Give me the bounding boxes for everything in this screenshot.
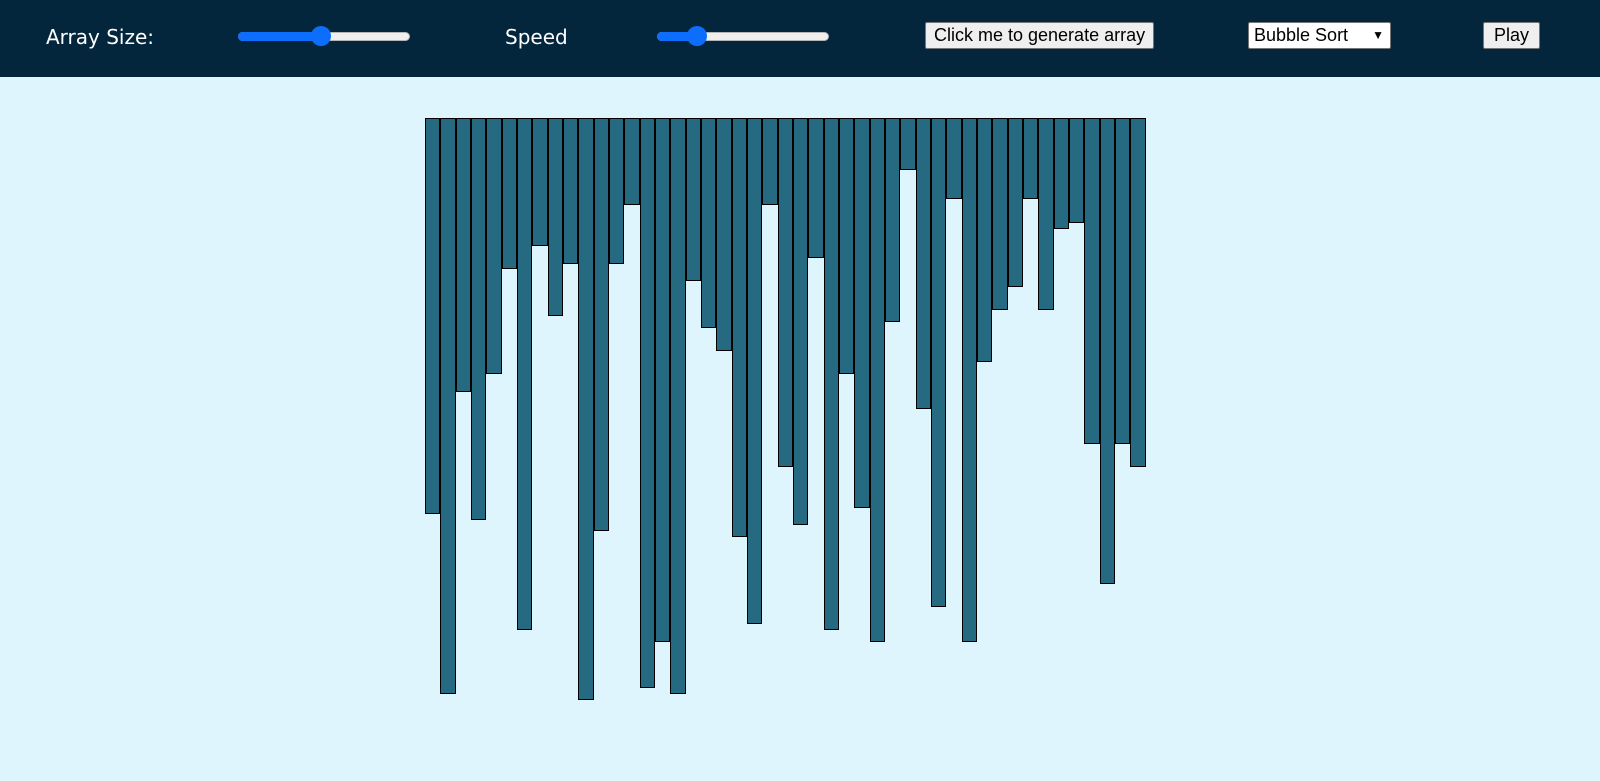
speed-slider-fill	[657, 32, 697, 41]
array-bar	[1022, 118, 1039, 199]
array-bar	[470, 118, 487, 520]
array-size-slider-thumb[interactable]	[311, 26, 331, 46]
array-size-label: Array Size:	[46, 25, 155, 49]
array-bar	[562, 118, 579, 264]
array-bar	[1068, 118, 1085, 223]
array-bar	[731, 118, 747, 537]
array-bar	[976, 118, 993, 362]
array-bar	[547, 118, 563, 316]
array-bar	[838, 118, 855, 374]
array-bar	[961, 118, 977, 642]
array-bar	[685, 118, 701, 281]
array-bar	[624, 118, 640, 205]
speed-slider-thumb[interactable]	[687, 26, 707, 46]
array-bar	[854, 118, 870, 508]
array-bar	[654, 118, 671, 642]
array-bar	[746, 118, 763, 624]
array-bar	[808, 118, 824, 258]
array-bar	[670, 118, 686, 694]
array-bar	[593, 118, 609, 531]
array-size-slider-fill	[238, 32, 321, 41]
algorithm-select-value: Bubble Sort	[1254, 25, 1349, 45]
array-bar	[823, 118, 839, 630]
array-bar	[1099, 118, 1115, 584]
generate-array-button[interactable]: Click me to generate array	[925, 22, 1155, 49]
array-bar	[869, 118, 885, 642]
chevron-down-icon: ▼	[1372, 28, 1384, 42]
array-bar	[1053, 118, 1069, 229]
algorithm-select[interactable]: Bubble Sort ▼	[1248, 22, 1391, 49]
array-bar	[501, 118, 517, 269]
array-bar	[777, 118, 793, 467]
array-bar	[700, 118, 717, 328]
array-bar	[792, 118, 809, 525]
array-bar	[884, 118, 901, 322]
array-bar	[516, 118, 533, 630]
array-bar	[900, 118, 916, 170]
array-bar	[1007, 118, 1023, 287]
array-bar	[425, 118, 441, 514]
array-bar	[486, 118, 502, 374]
array-bar	[930, 118, 947, 607]
array-bar	[1084, 118, 1100, 444]
array-bar	[532, 118, 548, 246]
header-bar: Array Size: Speed Click me to generate a…	[0, 0, 1600, 77]
array-bar	[992, 118, 1008, 310]
array-size-slider[interactable]	[238, 26, 410, 46]
array-bar	[455, 118, 471, 392]
array-bar	[639, 118, 655, 688]
array-bar	[716, 118, 732, 351]
array-bar	[578, 118, 594, 700]
array-bar	[1130, 118, 1146, 467]
array-bar	[608, 118, 625, 264]
array-bar	[915, 118, 931, 409]
array-bars-container	[425, 118, 1161, 718]
array-bar	[440, 118, 456, 694]
array-bar	[946, 118, 962, 199]
play-button[interactable]: Play	[1483, 22, 1541, 49]
array-bar	[1038, 118, 1054, 310]
array-bar	[762, 118, 778, 205]
speed-label: Speed	[505, 25, 568, 49]
speed-slider[interactable]	[657, 26, 829, 46]
array-bar	[1114, 118, 1131, 444]
